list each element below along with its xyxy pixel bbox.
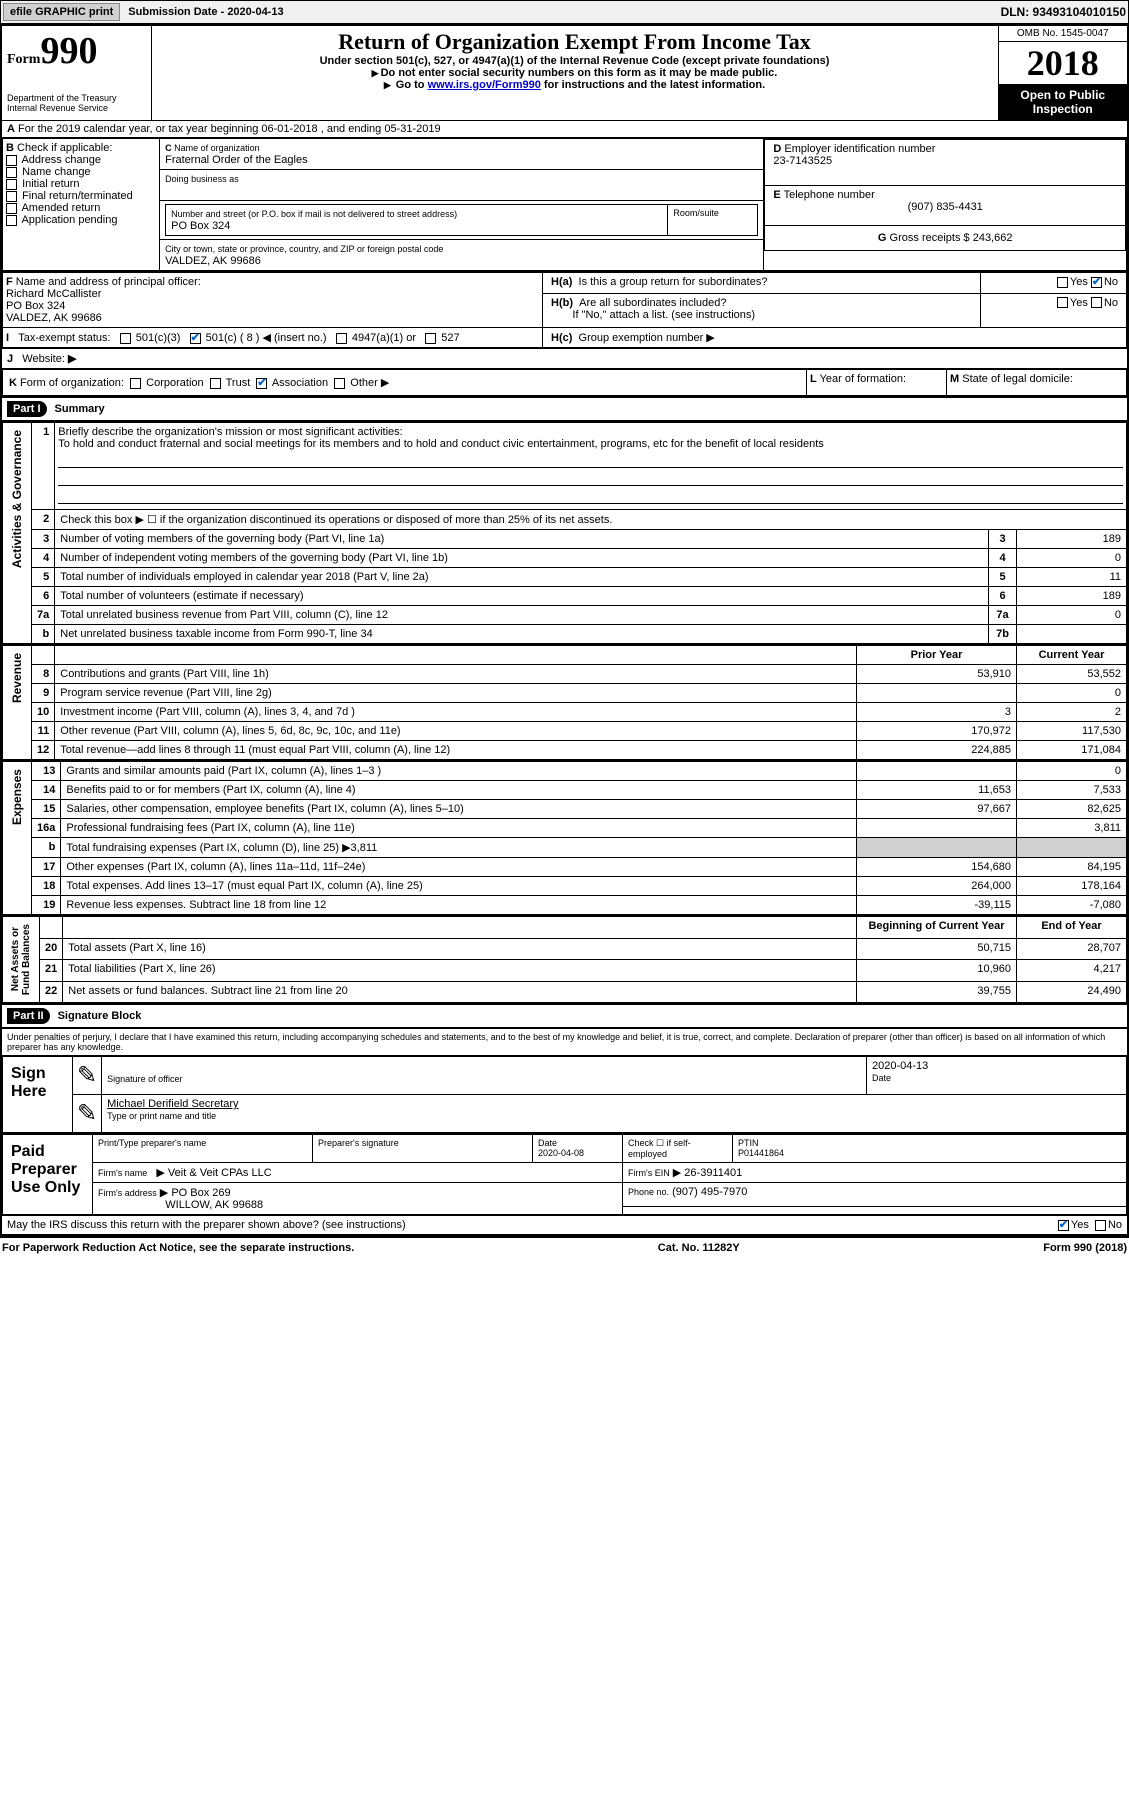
self-employed-check[interactable]: Check ☐ if self-employed	[623, 1135, 733, 1163]
part2-header: Part II	[7, 1008, 50, 1024]
omb-number: OMB No. 1545-0047	[999, 26, 1128, 42]
discuss-no[interactable]	[1095, 1220, 1106, 1231]
k-other[interactable]	[334, 378, 345, 389]
pen-icon-2: ✎	[73, 1095, 102, 1133]
hb-yes[interactable]	[1057, 297, 1068, 308]
footer: For Paperwork Reduction Act Notice, see …	[0, 1236, 1129, 1258]
org-name: Fraternal Order of the Eagles	[165, 154, 307, 166]
discuss-yes[interactable]	[1058, 1220, 1069, 1231]
gross-receipts: 243,662	[973, 232, 1013, 244]
firm-name: Veit & Veit CPAs LLC	[168, 1167, 272, 1179]
subtitle-3: Go to www.irs.gov/Form990 for instructio…	[157, 79, 993, 91]
open-public: Open to Public Inspection	[999, 84, 1128, 120]
firm-addr2: WILLOW, AK 99688	[165, 1199, 263, 1211]
hb-no[interactable]	[1091, 297, 1102, 308]
city-state-zip: VALDEZ, AK 99686	[165, 255, 261, 267]
sign-date: 2020-04-13	[872, 1060, 928, 1072]
pen-icon: ✎	[73, 1057, 102, 1095]
top-bar: efile GRAPHIC print Submission Date - 20…	[0, 0, 1129, 24]
perjury-text: Under penalties of perjury, I declare th…	[1, 1028, 1128, 1056]
b-label: Check if applicable:	[17, 142, 112, 154]
mission-text: To hold and conduct fraternal and social…	[58, 438, 824, 450]
check-pending[interactable]	[6, 215, 17, 226]
tax-year: 2018	[999, 42, 1128, 84]
efile-button[interactable]: efile GRAPHIC print	[3, 3, 120, 21]
ein: 23-7143525	[773, 155, 832, 167]
val-7a: 0	[1017, 606, 1127, 625]
ha-yes[interactable]	[1057, 277, 1068, 288]
officer-name: Richard McCallister	[6, 288, 101, 300]
i-527[interactable]	[425, 333, 436, 344]
ha-no[interactable]	[1091, 277, 1102, 288]
form-title: Return of Organization Exempt From Incom…	[157, 29, 993, 55]
firm-addr1: PO Box 269	[171, 1187, 230, 1199]
val-4: 0	[1017, 549, 1127, 568]
check-final[interactable]	[6, 191, 17, 202]
prep-date: 2020-04-08	[538, 1148, 584, 1158]
paid-preparer: Paid Preparer Use Only	[3, 1135, 93, 1215]
irs-link[interactable]: www.irs.gov/Form990	[428, 79, 541, 91]
i-501c3[interactable]	[120, 333, 131, 344]
val-5: 11	[1017, 568, 1127, 587]
sign-here: Sign Here	[3, 1057, 73, 1133]
line-a: For the 2019 calendar year, or tax year …	[18, 123, 441, 135]
form-number: Form990	[7, 30, 97, 72]
subtitle-1: Under section 501(c), 527, or 4947(a)(1)…	[157, 55, 993, 67]
firm-ein: 26-3911401	[684, 1167, 742, 1179]
submission-date: Submission Date - 2020-04-13	[128, 6, 283, 18]
val-3: 189	[1017, 530, 1127, 549]
firm-phone: (907) 495-7970	[672, 1186, 747, 1198]
street-address: PO Box 324	[171, 220, 230, 232]
part1-header: Part I	[7, 401, 47, 417]
k-trust[interactable]	[210, 378, 221, 389]
signer-name: Michael Derifield Secretary	[107, 1098, 238, 1110]
check-initial[interactable]	[6, 179, 17, 190]
dept-treasury: Department of the Treasury Internal Reve…	[7, 93, 146, 113]
side-exp: Expenses	[8, 765, 26, 829]
side-net: Net Assets or Fund Balances	[8, 920, 34, 999]
dln: DLN: 93493104010150	[1001, 5, 1126, 19]
discuss-text: May the IRS discuss this return with the…	[7, 1219, 406, 1231]
val-7b	[1017, 625, 1127, 644]
check-name[interactable]	[6, 167, 17, 178]
val-6: 189	[1017, 587, 1127, 606]
check-address[interactable]	[6, 155, 17, 166]
i-4947[interactable]	[336, 333, 347, 344]
i-501c[interactable]	[190, 333, 201, 344]
line-2: Check this box ▶ ☐ if the organization d…	[55, 510, 1127, 530]
check-amended[interactable]	[6, 203, 17, 214]
k-corp[interactable]	[130, 378, 141, 389]
side-gov: Activities & Governance	[8, 426, 26, 572]
side-rev: Revenue	[8, 649, 26, 707]
k-assoc[interactable]	[256, 378, 267, 389]
subtitle-2: Do not enter social security numbers on …	[157, 67, 993, 79]
ptin: P01441864	[738, 1148, 784, 1158]
form-990: Form990 Department of the Treasury Inter…	[0, 24, 1129, 1236]
phone: (907) 835-4431	[773, 201, 1117, 213]
